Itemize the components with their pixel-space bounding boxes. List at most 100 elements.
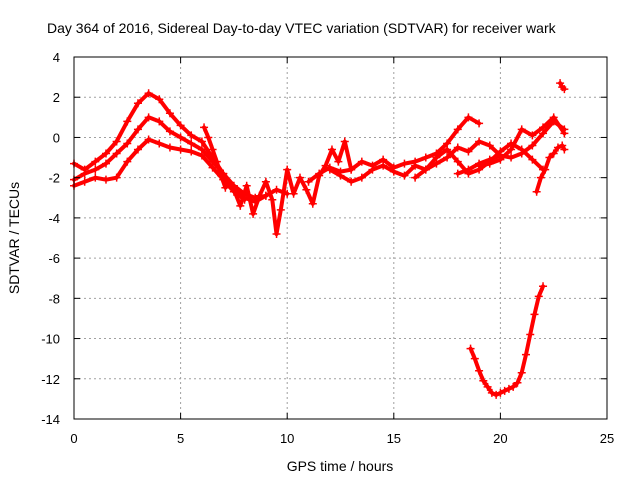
data-point-marker bbox=[91, 173, 100, 182]
y-axis-title: SDTVAR / TECUs bbox=[6, 182, 22, 294]
data-point-marker bbox=[144, 89, 153, 98]
series-group bbox=[532, 141, 569, 196]
data-point-marker bbox=[155, 95, 164, 104]
data-point-marker bbox=[485, 141, 494, 150]
data-point-marker bbox=[112, 149, 121, 158]
data-point-marker bbox=[112, 137, 121, 146]
data-point-marker bbox=[325, 165, 334, 174]
x-tick-label: 10 bbox=[280, 431, 294, 446]
x-tick-label: 15 bbox=[387, 431, 401, 446]
data-point-marker bbox=[421, 153, 430, 162]
data-point-marker bbox=[176, 121, 185, 130]
data-point-marker bbox=[411, 173, 420, 182]
data-point-marker bbox=[272, 229, 281, 238]
data-point-marker bbox=[470, 354, 479, 363]
data-point-marker bbox=[197, 151, 206, 160]
data-point-marker bbox=[236, 201, 245, 210]
data-point-marker bbox=[340, 137, 349, 146]
data-point-marker bbox=[379, 161, 388, 170]
data-point-marker bbox=[509, 382, 518, 391]
data-point-marker bbox=[283, 165, 292, 174]
data-point-marker bbox=[487, 388, 496, 397]
data-point-marker bbox=[80, 169, 89, 178]
series-group bbox=[466, 282, 548, 399]
data-point-marker bbox=[549, 149, 558, 158]
data-point-marker bbox=[549, 113, 558, 122]
data-point-marker bbox=[534, 292, 543, 301]
grid-layer bbox=[74, 57, 607, 419]
data-point-marker bbox=[261, 177, 270, 186]
data-point-marker bbox=[165, 109, 174, 118]
y-tick-label: -6 bbox=[48, 251, 60, 266]
y-tick-labels: -14 -12 -10 -8 -6 -4 -2 0 2 4 bbox=[41, 50, 60, 427]
x-tick-label: 5 bbox=[177, 431, 184, 446]
data-point-marker bbox=[133, 145, 142, 154]
x-tick-label: 0 bbox=[70, 431, 77, 446]
data-point-marker bbox=[176, 145, 185, 154]
data-point-marker bbox=[496, 155, 505, 164]
data-point-marker bbox=[357, 157, 366, 166]
data-point-marker bbox=[176, 133, 185, 142]
data-point-marker bbox=[357, 173, 366, 182]
data-point-marker bbox=[272, 185, 281, 194]
data-point-marker bbox=[165, 127, 174, 136]
data-point-marker bbox=[208, 145, 217, 154]
series-group bbox=[556, 79, 569, 94]
data-point-marker bbox=[507, 153, 516, 162]
data-point-marker bbox=[334, 157, 343, 166]
data-point-marker bbox=[464, 147, 473, 156]
data-point-marker bbox=[558, 141, 567, 150]
data-point-marker bbox=[560, 85, 569, 94]
data-point-marker bbox=[453, 125, 462, 134]
data-point-marker bbox=[155, 117, 164, 126]
data-point-marker bbox=[101, 175, 110, 184]
data-point-marker bbox=[187, 139, 196, 148]
data-point-marker bbox=[453, 143, 462, 152]
data-point-marker bbox=[453, 169, 462, 178]
data-point-marker bbox=[133, 125, 142, 134]
data-point-marker bbox=[492, 390, 501, 399]
data-point-marker bbox=[530, 310, 539, 319]
y-tick-label: 2 bbox=[53, 90, 60, 105]
data-point-marker bbox=[91, 157, 100, 166]
data-point-marker bbox=[496, 388, 505, 397]
tick-layer bbox=[73, 56, 608, 420]
data-point-marker bbox=[204, 133, 213, 142]
data-point-marker bbox=[347, 165, 356, 174]
data-point-marker bbox=[443, 145, 452, 154]
data-point-marker bbox=[276, 205, 285, 214]
data-point-marker bbox=[553, 143, 562, 152]
data-point-marker bbox=[155, 139, 164, 148]
data-point-marker bbox=[242, 181, 251, 190]
data-point-marker bbox=[200, 123, 209, 132]
data-point-marker bbox=[302, 185, 311, 194]
data-point-marker bbox=[475, 366, 484, 375]
data-point-marker bbox=[347, 177, 356, 186]
y-tick-label: 4 bbox=[53, 50, 60, 65]
data-point-marker bbox=[268, 195, 277, 204]
data-point-marker bbox=[464, 113, 473, 122]
x-tick-label: 25 bbox=[600, 431, 614, 446]
data-point-marker bbox=[289, 189, 298, 198]
y-tick-label: -14 bbox=[41, 412, 60, 427]
data-point-marker bbox=[479, 376, 488, 385]
data-point-marker bbox=[504, 384, 513, 393]
data-point-marker bbox=[517, 149, 526, 158]
data-point-marker bbox=[336, 171, 345, 180]
data-point-marker bbox=[80, 177, 89, 186]
data-point-marker bbox=[513, 378, 522, 387]
data-point-marker bbox=[123, 117, 132, 126]
x-tick-label: 20 bbox=[493, 431, 507, 446]
data-point-marker bbox=[255, 191, 264, 200]
data-point-marker bbox=[541, 165, 550, 174]
data-point-marker bbox=[475, 119, 484, 128]
series-line bbox=[231, 139, 354, 236]
y-tick-label: -8 bbox=[48, 291, 60, 306]
series-group bbox=[325, 137, 505, 186]
data-point-marker bbox=[521, 350, 530, 359]
data-point-marker bbox=[144, 135, 153, 144]
series-group bbox=[229, 137, 356, 238]
y-tick-label: -4 bbox=[48, 211, 60, 226]
data-point-marker bbox=[464, 165, 473, 174]
y-tick-label: -12 bbox=[41, 372, 60, 387]
